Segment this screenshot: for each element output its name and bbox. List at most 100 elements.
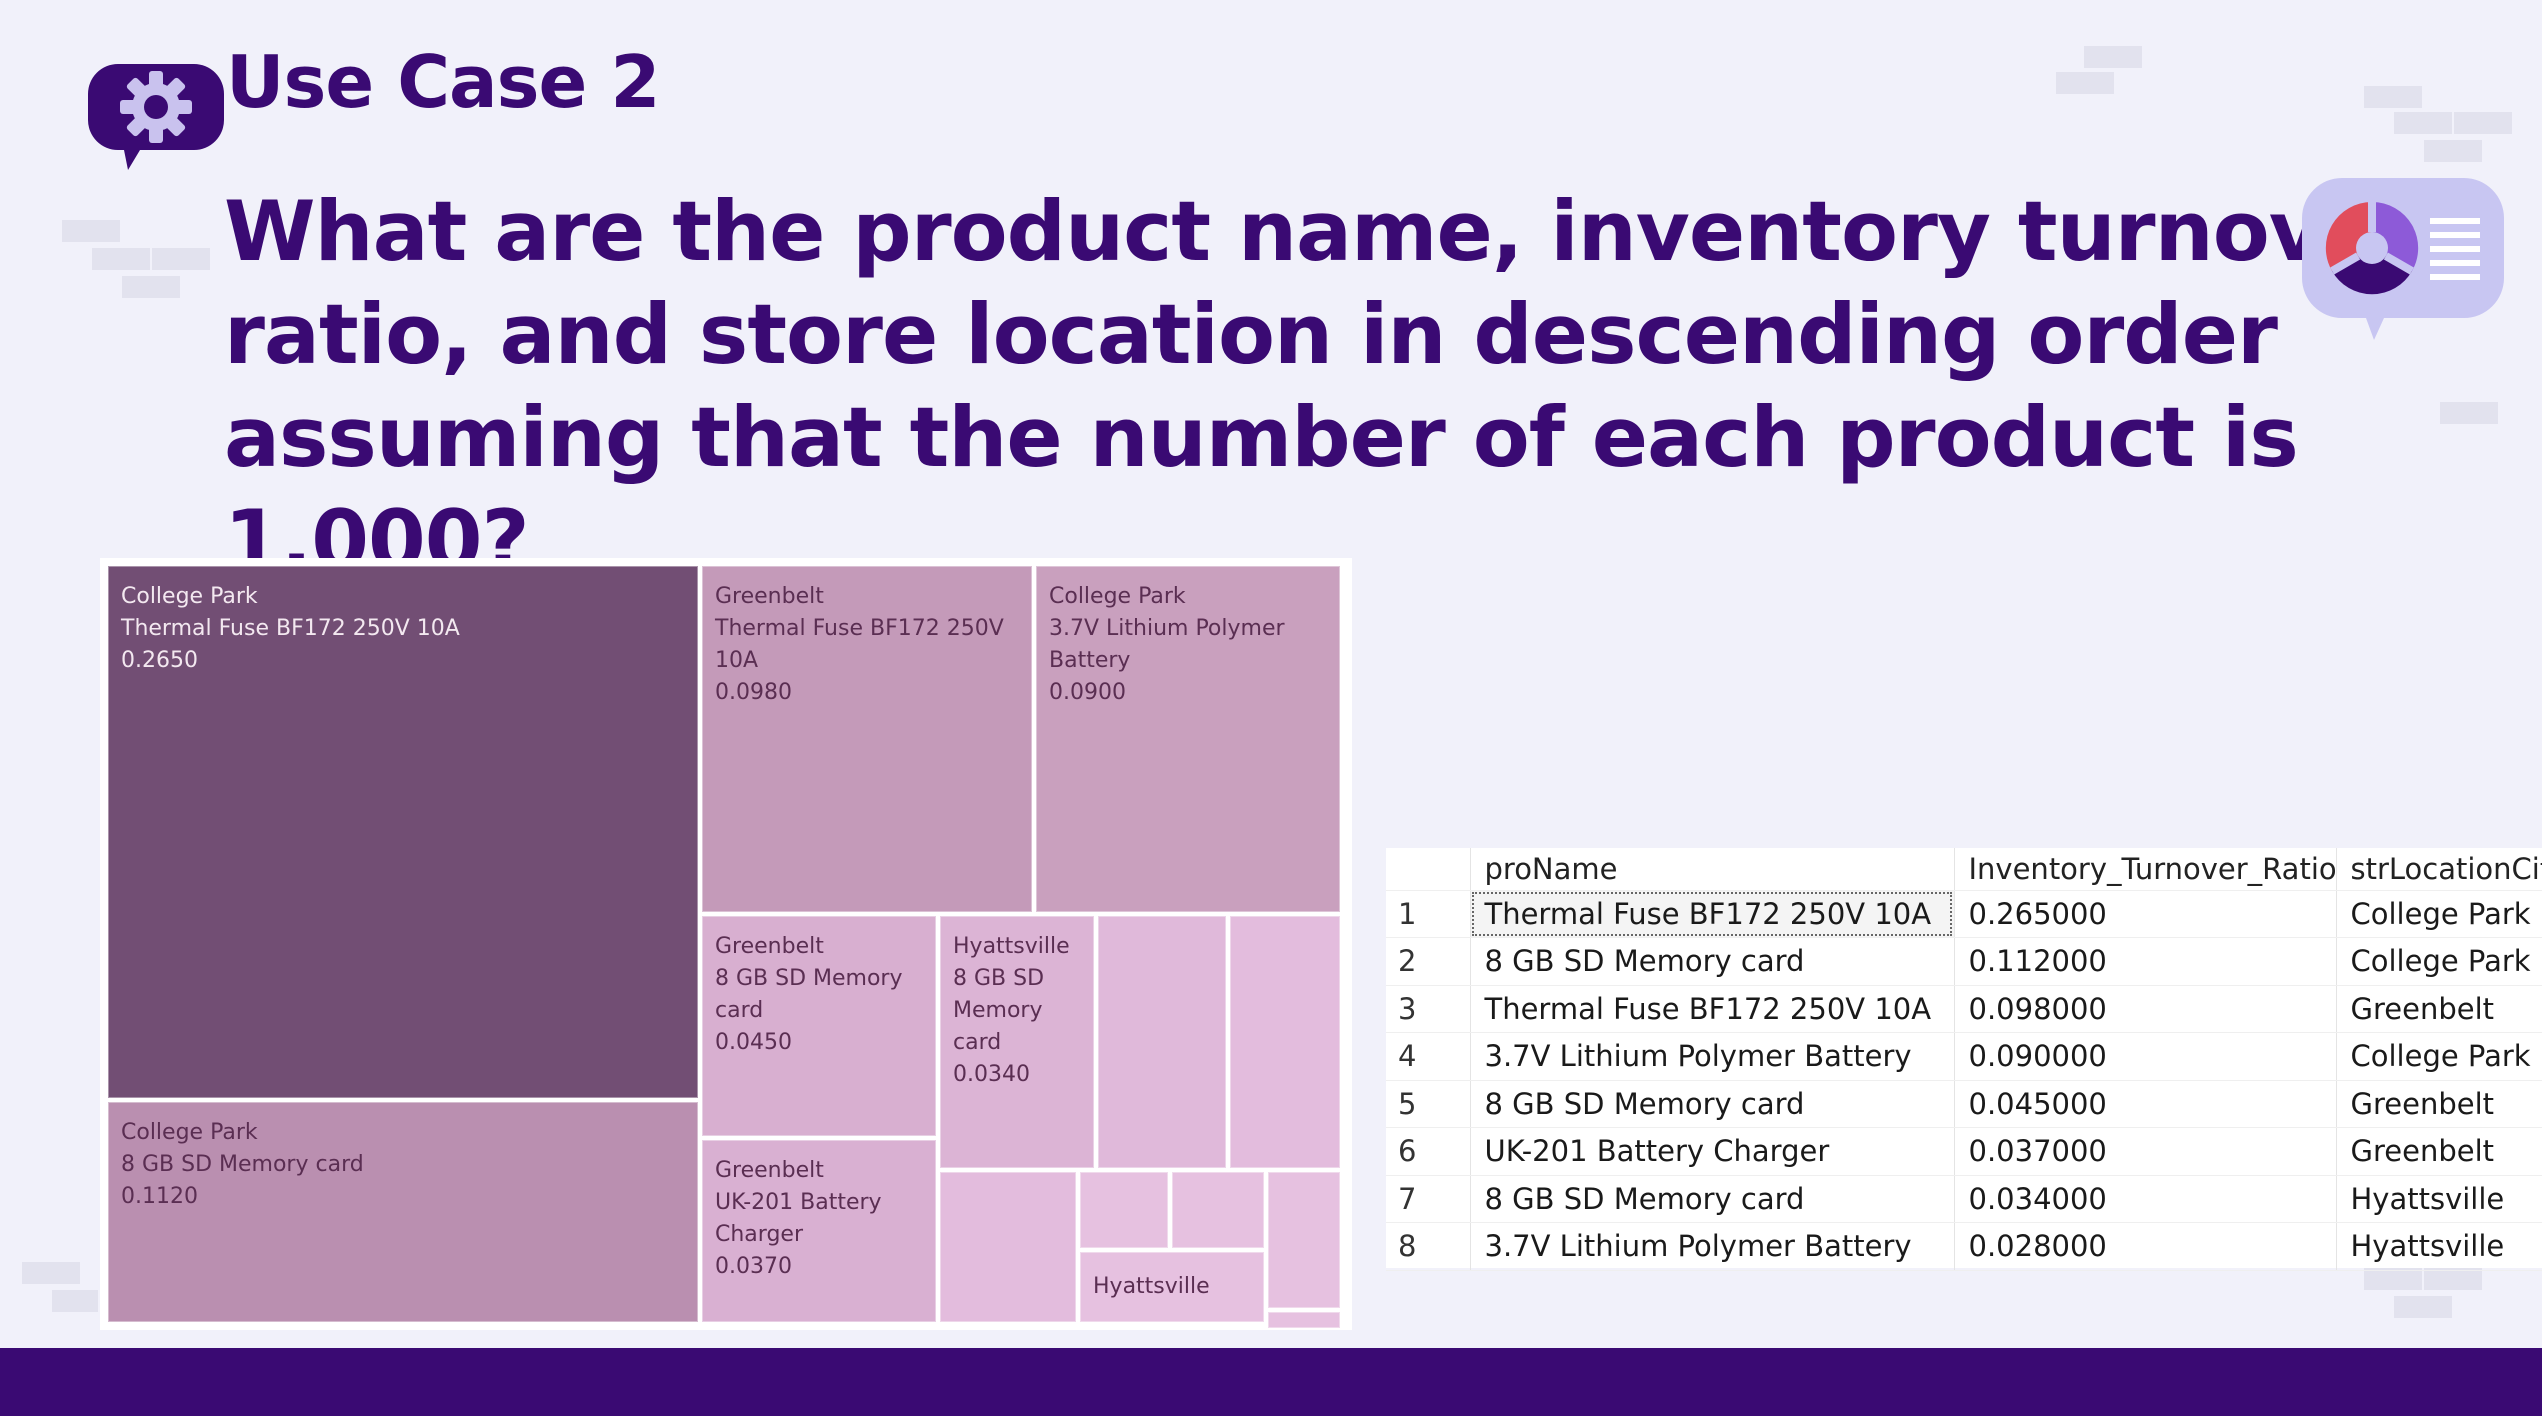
- cell-turnover-ratio[interactable]: 0.045000: [1954, 1080, 2337, 1128]
- table-row[interactable]: 4 3.7V Lithium Polymer Battery 0.090000 …: [1386, 1032, 2542, 1081]
- cell-location-city[interactable]: Greenbelt: [2336, 1127, 2542, 1176]
- column-header-proname[interactable]: proName: [1470, 848, 1955, 891]
- decor-brick: [122, 276, 180, 298]
- decor-brick: [2364, 1268, 2422, 1290]
- cell-proname[interactable]: 3.7V Lithium Polymer Battery: [1470, 1222, 1955, 1271]
- decor-brick: [2424, 140, 2482, 162]
- column-header-location-city[interactable]: strLocationCity: [2336, 848, 2542, 891]
- decor-brick: [2394, 1296, 2452, 1318]
- cell-proname[interactable]: 3.7V Lithium Polymer Battery: [1470, 1032, 1955, 1081]
- tile-product: 8 GB SD Memory card: [121, 1152, 364, 1177]
- cell-turnover-ratio[interactable]: 0.090000: [1954, 1032, 2337, 1081]
- tile-value: 0.0370: [715, 1254, 792, 1279]
- table-row[interactable]: 7 8 GB SD Memory card 0.034000 Hyattsvil…: [1386, 1175, 2542, 1223]
- tile-city: Greenbelt: [715, 584, 824, 609]
- decor-brick: [52, 1290, 98, 1312]
- tile-product: UK-201 Battery Charger: [715, 1190, 882, 1247]
- row-number-header: [1386, 848, 1471, 891]
- treemap-tile-small[interactable]: [1268, 1312, 1340, 1328]
- row-number: 4: [1386, 1032, 1471, 1081]
- cell-turnover-ratio[interactable]: 0.112000: [1954, 937, 2337, 986]
- treemap-tile-small[interactable]: [1230, 916, 1340, 1168]
- treemap-tile-greenbelt-thermal-fuse[interactable]: Greenbelt Thermal Fuse BF172 250V 10A 0.…: [702, 566, 1032, 912]
- treemap-tile-college-park-sd-card[interactable]: College Park 8 GB SD Memory card 0.1120: [108, 1102, 698, 1322]
- cell-proname[interactable]: Thermal Fuse BF172 250V 10A: [1470, 890, 1955, 938]
- tile-city: Hyattsville: [953, 934, 1070, 959]
- cell-turnover-ratio[interactable]: 0.037000: [1954, 1127, 2337, 1176]
- decor-brick: [2084, 46, 2142, 68]
- row-number: 8: [1386, 1222, 1471, 1271]
- tile-value: 0.0340: [953, 1062, 1030, 1087]
- cell-turnover-ratio[interactable]: 0.098000: [1954, 985, 2337, 1033]
- table-row[interactable]: 2 8 GB SD Memory card 0.112000 College P…: [1386, 937, 2542, 986]
- decor-brick: [152, 248, 210, 270]
- cell-location-city[interactable]: College Park: [2336, 937, 2542, 986]
- cell-turnover-ratio[interactable]: 0.265000: [1954, 890, 2337, 938]
- decor-brick: [2394, 112, 2452, 134]
- use-case-label: Use Case 2: [226, 40, 660, 124]
- tile-city: College Park: [1049, 584, 1186, 609]
- decor-brick: [2364, 86, 2422, 108]
- tile-value: 0.0900: [1049, 680, 1126, 705]
- cell-proname[interactable]: 8 GB SD Memory card: [1470, 937, 1955, 986]
- cell-location-city[interactable]: Greenbelt: [2336, 985, 2542, 1033]
- decor-brick: [2440, 402, 2498, 424]
- row-number: 7: [1386, 1175, 1471, 1223]
- cell-location-city[interactable]: Hyattsville: [2336, 1175, 2542, 1223]
- tile-product: 8 GB SD Memory card: [953, 966, 1045, 1055]
- table-row[interactable]: 8 3.7V Lithium Polymer Battery 0.028000 …: [1386, 1222, 2542, 1271]
- cell-proname[interactable]: 8 GB SD Memory card: [1470, 1080, 1955, 1128]
- pie-chart-speech-bubble-icon: [2302, 178, 2504, 340]
- footer-bar: [0, 1348, 2542, 1416]
- tile-value: 0.0980: [715, 680, 792, 705]
- column-header-turnover-ratio[interactable]: Inventory_Turnover_Ratio: [1954, 848, 2337, 891]
- cell-location-city[interactable]: College Park: [2336, 1032, 2542, 1081]
- decor-brick: [62, 220, 120, 242]
- tile-product: Thermal Fuse BF172 250V 10A: [121, 616, 460, 641]
- row-number: 6: [1386, 1127, 1471, 1176]
- treemap-tile-college-park-thermal-fuse[interactable]: College Park Thermal Fuse BF172 250V 10A…: [108, 566, 698, 1098]
- table-row[interactable]: 6 UK-201 Battery Charger 0.037000 Greenb…: [1386, 1127, 2542, 1176]
- tile-city: Greenbelt: [715, 1158, 824, 1183]
- cell-location-city[interactable]: Greenbelt: [2336, 1080, 2542, 1128]
- row-number: 2: [1386, 937, 1471, 986]
- cell-turnover-ratio[interactable]: 0.028000: [1954, 1222, 2337, 1271]
- tile-value: 0.0450: [715, 1030, 792, 1055]
- gear-speech-bubble-icon: [88, 64, 224, 170]
- question-heading: What are the product name, inventory tur…: [224, 183, 2418, 589]
- treemap-tile-greenbelt-battery-charger[interactable]: Greenbelt UK-201 Battery Charger 0.0370: [702, 1140, 936, 1322]
- decor-brick: [2424, 1268, 2482, 1290]
- cell-turnover-ratio[interactable]: 0.034000: [1954, 1175, 2337, 1223]
- treemap-tile-small[interactable]: [1268, 1172, 1340, 1308]
- treemap-tile-hyattsville-sd-card[interactable]: Hyattsville 8 GB SD Memory card 0.0340: [940, 916, 1094, 1168]
- tile-product: 3.7V Lithium Polymer Battery: [1049, 616, 1285, 673]
- tile-city: Greenbelt: [715, 934, 824, 959]
- decor-brick: [2454, 112, 2512, 134]
- treemap-tile-small[interactable]: [1098, 916, 1226, 1168]
- tile-product: 8 GB SD Memory card: [715, 966, 903, 1023]
- row-number: 1: [1386, 890, 1471, 938]
- cell-location-city[interactable]: College Park: [2336, 890, 2542, 938]
- results-header-row: proName Inventory_Turnover_Ratio strLoca…: [1386, 848, 2542, 891]
- cell-proname[interactable]: Thermal Fuse BF172 250V 10A: [1470, 985, 1955, 1033]
- query-results-grid: proName Inventory_Turnover_Ratio strLoca…: [1386, 848, 2542, 1271]
- treemap-tile-small[interactable]: [1080, 1172, 1168, 1248]
- treemap-tile-small[interactable]: [940, 1172, 1076, 1322]
- tile-value: 0.2650: [121, 648, 198, 673]
- table-row[interactable]: 5 8 GB SD Memory card 0.045000 Greenbelt: [1386, 1080, 2542, 1128]
- treemap-chart: College Park Thermal Fuse BF172 250V 10A…: [100, 558, 1352, 1330]
- table-row[interactable]: 3 Thermal Fuse BF172 250V 10A 0.098000 G…: [1386, 985, 2542, 1033]
- decor-brick: [92, 248, 150, 270]
- cell-proname[interactable]: UK-201 Battery Charger: [1470, 1127, 1955, 1176]
- treemap-tile-college-park-lipo-battery[interactable]: College Park 3.7V Lithium Polymer Batter…: [1036, 566, 1340, 912]
- cell-location-city[interactable]: Hyattsville: [2336, 1222, 2542, 1271]
- tile-city: College Park: [121, 1120, 258, 1145]
- cell-proname[interactable]: 8 GB SD Memory card: [1470, 1175, 1955, 1223]
- treemap-tile-hyattsville[interactable]: Hyattsville: [1080, 1252, 1264, 1322]
- tile-city: College Park: [121, 584, 258, 609]
- table-row[interactable]: 1 Thermal Fuse BF172 250V 10A 0.265000 C…: [1386, 890, 2542, 938]
- row-number: 3: [1386, 985, 1471, 1033]
- tile-product: Thermal Fuse BF172 250V 10A: [715, 616, 1004, 673]
- treemap-tile-small[interactable]: [1172, 1172, 1264, 1248]
- treemap-tile-greenbelt-sd-card[interactable]: Greenbelt 8 GB SD Memory card 0.0450: [702, 916, 936, 1136]
